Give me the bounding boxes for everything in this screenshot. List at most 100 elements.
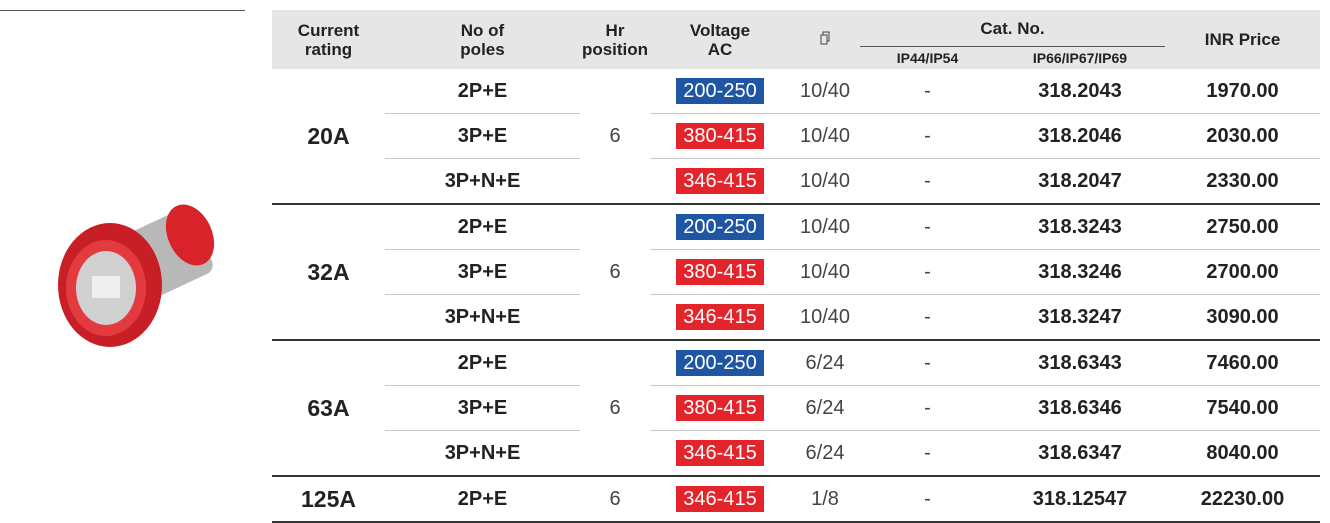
voltage-cell: 200-250 [650,204,790,250]
hr-position: 6 [580,476,650,522]
voltage-cell: 380-415 [650,386,790,431]
header-ip66: IP66/IP67/IP69 [995,47,1165,70]
voltage-badge: 346-415 [676,486,763,512]
poles: 3P+E [385,250,580,295]
current-rating: 63A [272,340,385,476]
price: 2700.00 [1165,250,1320,295]
pack-ratio: 1/8 [790,476,860,522]
header-line: Hr [580,21,650,40]
pack-icon [819,31,831,45]
voltage-cell: 346-415 [650,295,790,341]
poles: 2P+E [385,476,580,522]
pack-ratio: 10/40 [790,295,860,341]
voltage-badge: 200-250 [676,350,763,376]
header-line: AC [650,40,790,59]
pack-ratio: 6/24 [790,340,860,386]
voltage-badge: 200-250 [676,214,763,240]
header-ip44: IP44/IP54 [860,47,995,70]
pack-ratio: 10/40 [790,69,860,114]
poles: 3P+N+E [385,431,580,477]
current-rating: 20A [272,69,385,204]
voltage-cell: 200-250 [650,340,790,386]
cat-ip44: - [860,295,995,341]
header-price: INR Price [1165,10,1320,69]
pack-ratio: 10/40 [790,114,860,159]
cat-ip66: 318.2043 [995,69,1165,114]
price: 2330.00 [1165,159,1320,205]
price: 2750.00 [1165,204,1320,250]
voltage-badge: 200-250 [676,78,763,104]
poles: 3P+N+E [385,295,580,341]
voltage-cell: 346-415 [650,431,790,477]
header-line: No of [385,21,580,40]
poles: 2P+E [385,204,580,250]
header-cat: Cat. No. [860,10,1165,47]
poles: 2P+E [385,340,580,386]
cat-ip66: 318.2046 [995,114,1165,159]
cat-ip66: 318.6346 [995,386,1165,431]
cat-ip44: - [860,476,995,522]
price: 8040.00 [1165,431,1320,477]
header-line: Voltage [650,21,790,40]
price: 22230.00 [1165,476,1320,522]
pack-ratio: 10/40 [790,250,860,295]
cat-ip44: - [860,340,995,386]
cat-ip66: 318.3247 [995,295,1165,341]
poles: 2P+E [385,69,580,114]
current-rating: 125A [272,476,385,522]
cat-ip44: - [860,386,995,431]
poles: 3P+N+E [385,159,580,205]
voltage-badge: 346-415 [676,304,763,330]
header-line: position [580,40,650,59]
voltage-badge: 346-415 [676,168,763,194]
poles: 3P+E [385,114,580,159]
hr-position: 6 [580,204,650,340]
pack-ratio: 10/40 [790,204,860,250]
hr-position: 6 [580,69,650,204]
cat-ip44: - [860,204,995,250]
voltage-cell: 346-415 [650,476,790,522]
cat-ip44: - [860,69,995,114]
cat-ip66: 318.3246 [995,250,1165,295]
cat-ip66: 318.6347 [995,431,1165,477]
header-line: Current [272,21,385,40]
voltage-badge: 346-415 [676,440,763,466]
pack-ratio: 6/24 [790,431,860,477]
cat-ip44: - [860,114,995,159]
voltage-cell: 346-415 [650,159,790,205]
pack-ratio: 6/24 [790,386,860,431]
hr-position: 6 [580,340,650,476]
page: Currentrating No ofpoles Hrposition Volt… [0,0,1330,520]
pack-ratio: 10/40 [790,159,860,205]
cat-ip44: - [860,431,995,477]
price: 7540.00 [1165,386,1320,431]
price: 2030.00 [1165,114,1320,159]
poles: 3P+E [385,386,580,431]
voltage-badge: 380-415 [676,395,763,421]
header-line: poles [385,40,580,59]
cat-ip66: 318.3243 [995,204,1165,250]
cat-ip44: - [860,159,995,205]
current-rating: 32A [272,204,385,340]
price: 3090.00 [1165,295,1320,341]
cat-ip66: 318.2047 [995,159,1165,205]
header-line: rating [272,40,385,59]
cat-ip66: 318.12547 [995,476,1165,522]
cat-ip66: 318.6343 [995,340,1165,386]
